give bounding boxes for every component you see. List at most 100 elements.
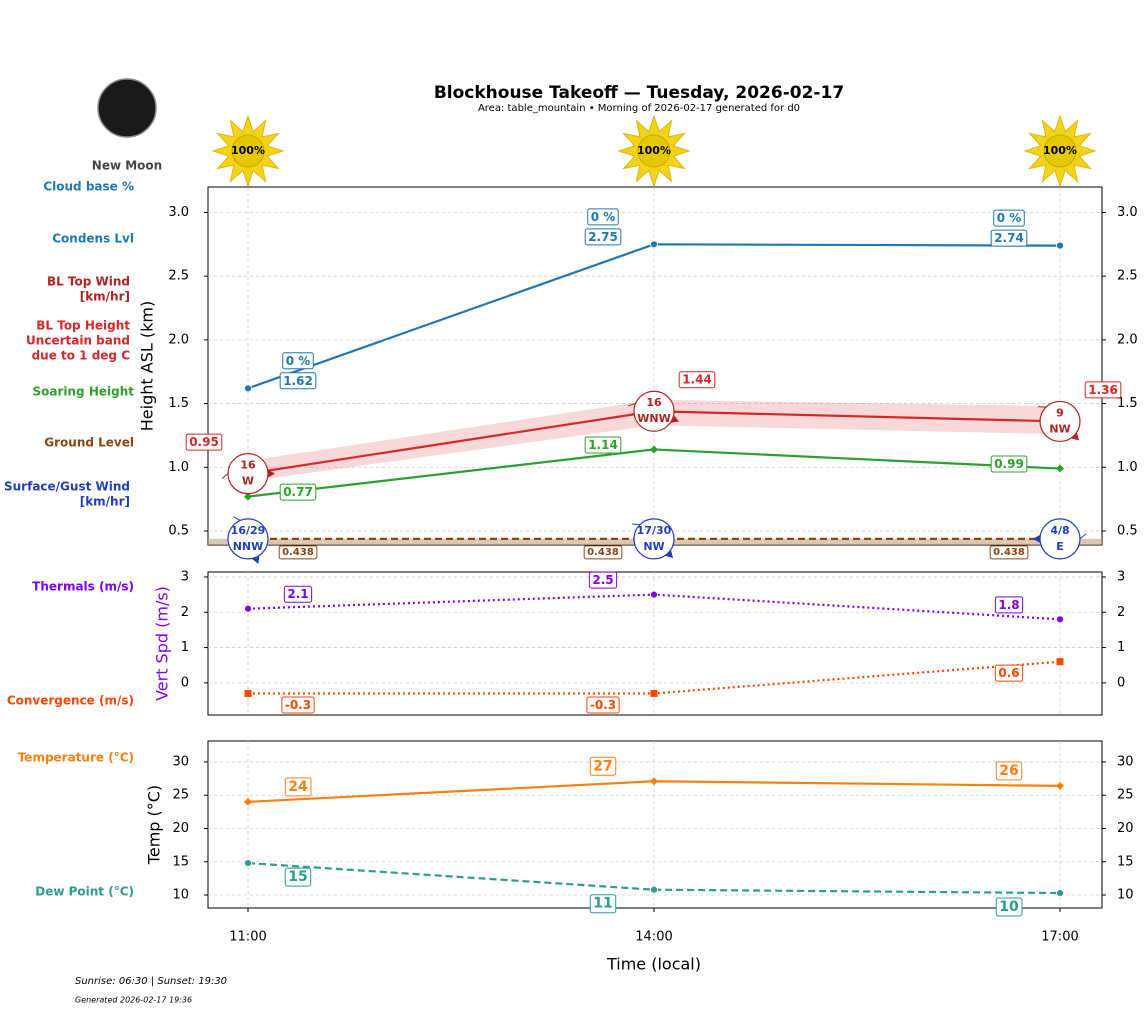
legend-label: Condens Lvl bbox=[52, 232, 134, 246]
wind-barb bbox=[233, 516, 241, 521]
data-label-box bbox=[279, 372, 317, 390]
x-axis-label: Time (local) bbox=[606, 955, 701, 974]
cloud-base-label: 0 % bbox=[286, 354, 311, 368]
y-tick-label: 2.0 bbox=[168, 332, 189, 347]
y2-tick-label: 30 bbox=[1117, 754, 1134, 769]
y-tick-label: 3 bbox=[181, 569, 189, 584]
wind-speed: 16 bbox=[240, 459, 256, 472]
wind-arrow bbox=[1033, 534, 1040, 543]
wind-circle bbox=[633, 518, 675, 560]
cloud-base-label-box bbox=[993, 209, 1025, 227]
wind-direction: NNW bbox=[233, 540, 264, 553]
x-tick-label: 11:00 bbox=[229, 930, 266, 945]
y2-tick-label: 1.5 bbox=[1117, 396, 1138, 411]
y-tick-label: 25 bbox=[172, 788, 189, 803]
data-label: 11 bbox=[593, 896, 612, 912]
data-label: 1.62 bbox=[283, 374, 313, 388]
data-label-box bbox=[994, 664, 1024, 682]
data-label: 15 bbox=[288, 869, 307, 885]
sun-label: 100% bbox=[637, 144, 671, 157]
wind-barb bbox=[1038, 406, 1046, 408]
y2-tick-label: 2 bbox=[1117, 605, 1125, 620]
wind-arrow bbox=[251, 555, 260, 564]
legend-label: Ground Level bbox=[44, 436, 134, 450]
wind-circle bbox=[1039, 518, 1081, 560]
sun-icon bbox=[1043, 134, 1077, 168]
data-label: 1.36 bbox=[1088, 383, 1118, 397]
wind-speed: 16 bbox=[646, 396, 662, 409]
data-label-box bbox=[678, 371, 716, 389]
data-label: 0.438 bbox=[587, 547, 619, 558]
marker bbox=[1056, 889, 1064, 897]
data-label-box bbox=[583, 545, 623, 560]
legend-label: Convergence (m/s) bbox=[7, 694, 134, 708]
data-label-box bbox=[995, 897, 1023, 917]
wind-arrow bbox=[670, 415, 679, 423]
marker bbox=[1056, 615, 1064, 624]
wind-direction: E bbox=[1056, 540, 1064, 553]
marker bbox=[650, 445, 658, 454]
cloud-base-label-box bbox=[282, 352, 314, 370]
y2-tick-label: 10 bbox=[1117, 888, 1134, 903]
y-tick-label: 1.5 bbox=[168, 396, 189, 411]
y2-tick-label: 3 bbox=[1117, 569, 1125, 584]
y2-tick-label: 20 bbox=[1117, 821, 1134, 836]
cloud-base-label: 0 % bbox=[591, 210, 616, 224]
data-label: 0.6 bbox=[998, 666, 1019, 680]
footer-generated: Generated 2026-02-17 19:36 bbox=[75, 996, 192, 1005]
marker bbox=[244, 384, 252, 393]
wind-arrow bbox=[1071, 432, 1080, 441]
cloud-base-label: 0 % bbox=[997, 211, 1022, 225]
wind-direction: WNW bbox=[637, 412, 670, 425]
data-label: 1.8 bbox=[998, 598, 1019, 612]
data-label: 26 bbox=[999, 763, 1018, 779]
data-label-box bbox=[588, 571, 618, 589]
data-label-box bbox=[990, 455, 1028, 473]
data-label: 0.99 bbox=[994, 457, 1024, 471]
legend-label: Thermals (m/s) bbox=[32, 580, 134, 594]
wind-circle bbox=[633, 390, 675, 432]
data-label-box bbox=[284, 777, 312, 797]
data-label-box bbox=[994, 596, 1024, 614]
y-tick-label: 2.5 bbox=[168, 269, 189, 284]
wind-speed: 17/30 bbox=[637, 524, 672, 537]
data-label-box bbox=[995, 761, 1023, 781]
data-label-box bbox=[990, 229, 1028, 247]
legend-label: BL Top Height bbox=[36, 319, 130, 333]
y2-tick-label: 0 bbox=[1117, 675, 1125, 690]
wind-barb bbox=[632, 523, 640, 526]
data-label-box bbox=[989, 545, 1029, 560]
y-tick-label: 30 bbox=[172, 754, 189, 769]
marker bbox=[1056, 241, 1064, 250]
sun-icon bbox=[231, 134, 265, 168]
marker bbox=[1056, 658, 1064, 666]
y2-tick-label: 2.5 bbox=[1117, 269, 1138, 284]
marker bbox=[650, 240, 658, 249]
wind-circle bbox=[227, 518, 269, 560]
legend-label: Dew Point (°C) bbox=[35, 885, 134, 899]
data-label-box bbox=[284, 867, 312, 887]
wind-barb bbox=[627, 403, 636, 407]
uncertainty-band bbox=[248, 399, 1060, 482]
data-label-box bbox=[584, 436, 622, 454]
data-label: -0.3 bbox=[285, 698, 311, 712]
y-tick-label: 0.5 bbox=[168, 523, 189, 538]
y-tick-label: 1.0 bbox=[168, 460, 189, 475]
data-label: 10 bbox=[999, 899, 1019, 915]
legend-label: Temperature (°C) bbox=[18, 751, 134, 765]
y-tick-label: 3.0 bbox=[168, 205, 189, 220]
y2-tick-label: 2.0 bbox=[1117, 332, 1138, 347]
y2-tick-label: 15 bbox=[1117, 854, 1134, 869]
marker bbox=[244, 797, 252, 806]
wind-direction: W bbox=[242, 475, 254, 488]
data-label: 2.74 bbox=[994, 231, 1024, 245]
y-tick-label: 10 bbox=[172, 888, 189, 903]
marker bbox=[1056, 464, 1064, 473]
data-label: 0.438 bbox=[282, 547, 314, 558]
data-label: 0.77 bbox=[283, 485, 313, 499]
x-tick-label: 14:00 bbox=[635, 930, 672, 945]
marker bbox=[650, 590, 658, 599]
series-line bbox=[247, 861, 1061, 895]
y-tick-label: 20 bbox=[172, 821, 189, 836]
